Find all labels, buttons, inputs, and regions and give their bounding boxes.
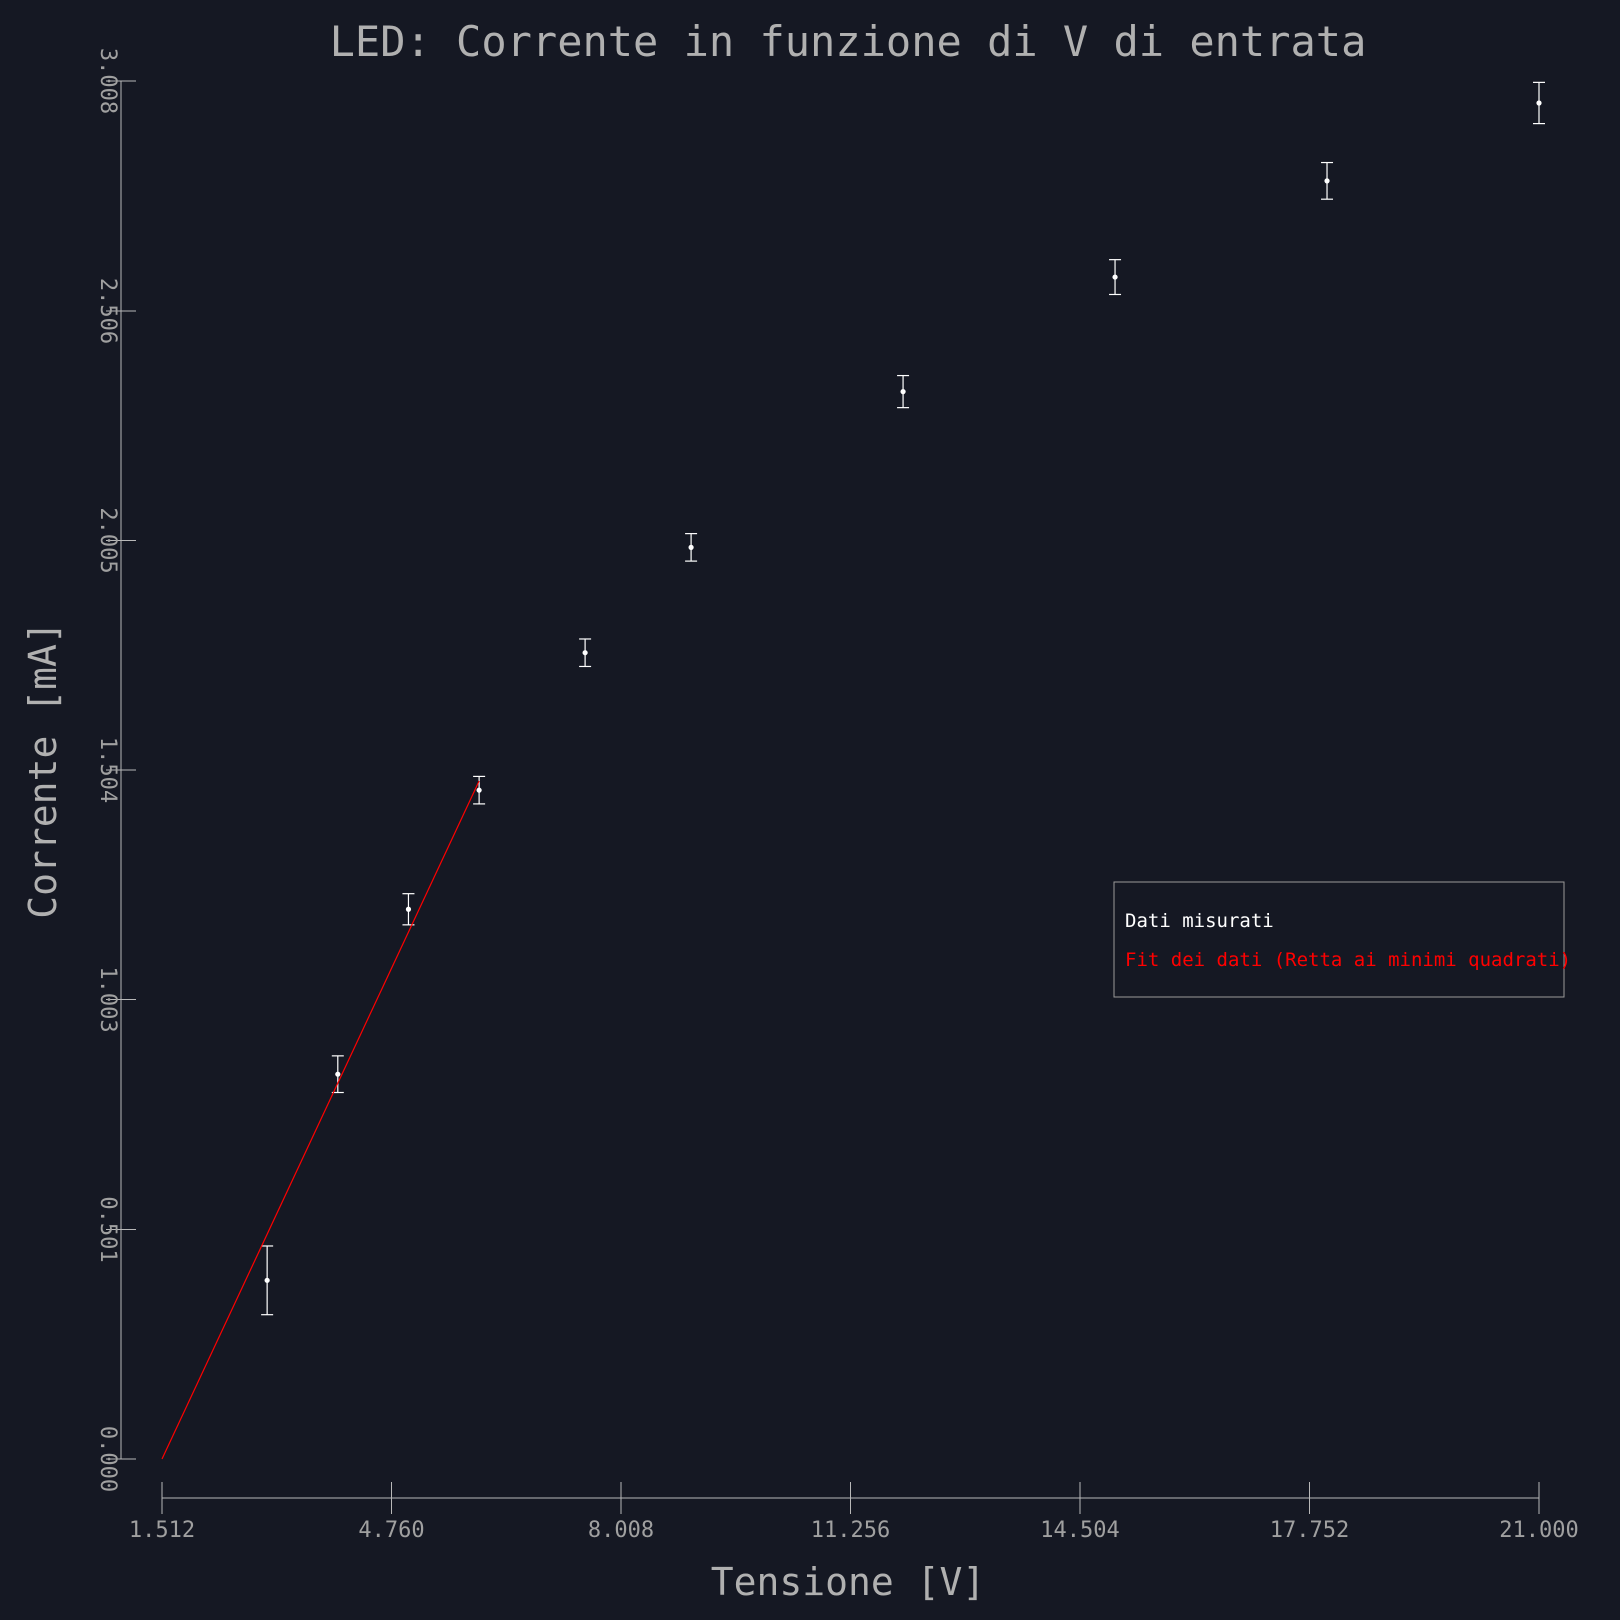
legend-item-measured: Dati misurati xyxy=(1125,910,1274,932)
data-marker xyxy=(335,1071,341,1077)
data-marker xyxy=(1536,100,1542,106)
x-axis: 1.512 4.760 8.008 11.256 14.504 17.752 21.000 xyxy=(129,1482,1579,1543)
x-tick-label: 4.760 xyxy=(358,1518,424,1543)
x-axis-label: Tensione [V] xyxy=(711,1560,986,1604)
data-marker xyxy=(476,787,482,793)
data-point xyxy=(685,533,698,562)
legend-box xyxy=(1113,881,1565,998)
data-marker xyxy=(405,906,412,912)
data-point xyxy=(579,638,592,668)
x-tick-label: 11.256 xyxy=(811,1518,890,1543)
data-point xyxy=(402,893,415,926)
data-point xyxy=(1533,81,1545,125)
data-marker xyxy=(1112,274,1118,280)
fit-line xyxy=(161,780,480,1460)
data-marker xyxy=(688,544,694,550)
data-marker xyxy=(582,650,588,656)
y-tick-label: 3.008 xyxy=(95,48,120,114)
legend: Dati misurati Fit dei dati (Retta ai min… xyxy=(1113,881,1571,998)
data-marker xyxy=(1324,178,1330,184)
chart-title: LED: Corrente in funzione di V di entrat… xyxy=(330,17,1367,66)
x-tick-label: 21.000 xyxy=(1499,1518,1578,1543)
data-point xyxy=(261,1245,274,1316)
y-axis: 0.000 0.501 1.003 1.504 2.005 2.506 3.008 xyxy=(95,48,136,1492)
y-tick-label: 0.000 xyxy=(95,1426,120,1492)
data-point xyxy=(1321,161,1334,200)
y-tick-label: 1.504 xyxy=(95,737,120,803)
data-point xyxy=(1109,259,1122,296)
data-marker xyxy=(900,388,906,395)
data-marker xyxy=(264,1277,270,1283)
y-axis-label: Corrente [mA] xyxy=(21,621,65,918)
data-point xyxy=(897,374,910,409)
y-tick-label: 2.005 xyxy=(95,507,120,573)
x-tick-label: 14.504 xyxy=(1040,1518,1119,1543)
x-tick-label: 17.752 xyxy=(1270,1518,1349,1543)
y-tick-label: 0.501 xyxy=(95,1196,120,1262)
x-tick-label: 8.008 xyxy=(588,1518,654,1543)
y-tick-label: 2.506 xyxy=(95,278,120,344)
legend-item-fit: Fit dei dati (Retta ai minimi quadrati) xyxy=(1125,949,1571,971)
y-tick-label: 1.003 xyxy=(95,966,120,1032)
x-tick-label: 1.512 xyxy=(129,1518,195,1543)
plot-area xyxy=(161,81,1545,1460)
